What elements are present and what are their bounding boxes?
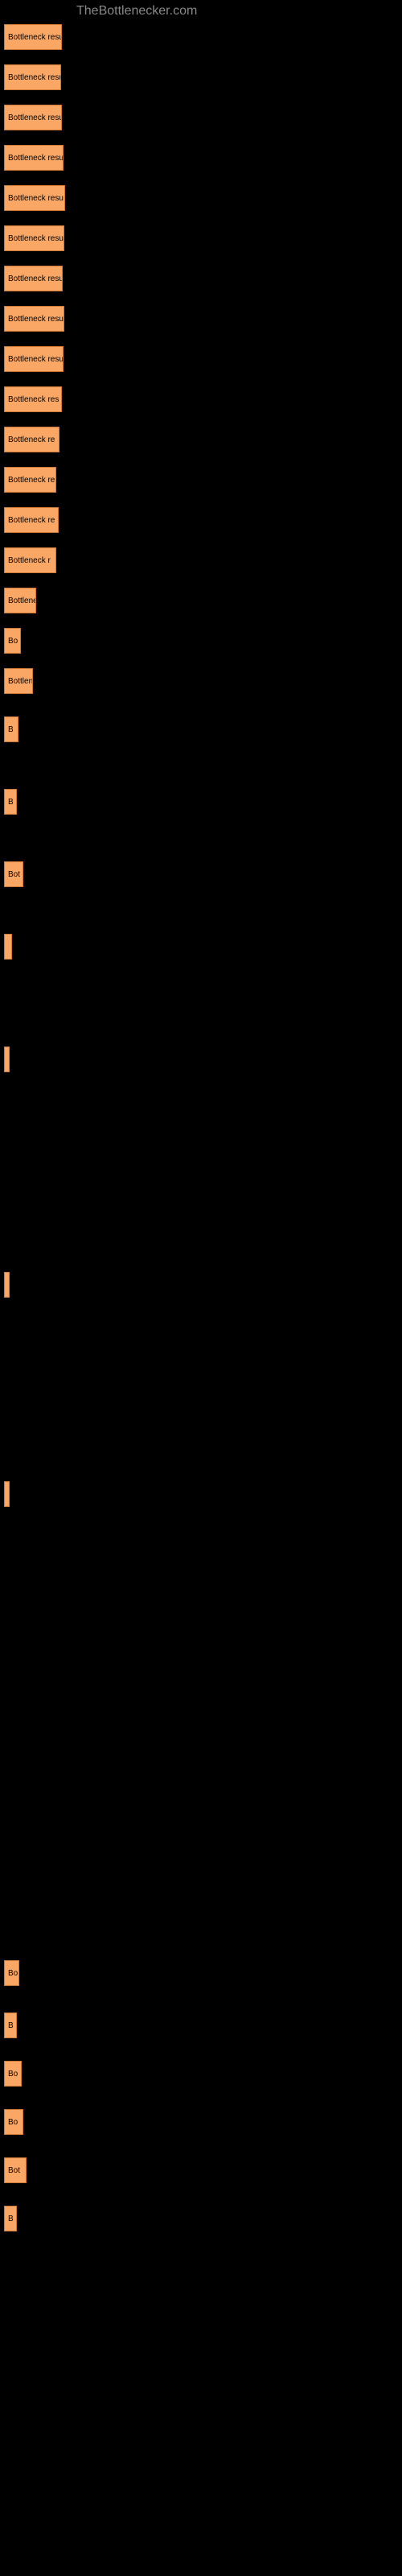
chart-bar [4, 1272, 10, 1298]
bar-container-28: Bot [4, 2157, 27, 2183]
chart-bar: Bottleneck resu [4, 64, 61, 90]
bar-container-18: B [4, 789, 17, 815]
bar-container-27: Bo [4, 2109, 23, 2135]
bar-container-20 [4, 934, 12, 960]
chart-bar: Bottlen [4, 668, 33, 694]
bar-container-10: Bottleneck re [4, 427, 59, 452]
chart-bar: B [4, 789, 17, 815]
chart-bar: Bottleneck resu [4, 346, 64, 372]
chart-bar: Bottleneck resu [4, 306, 64, 332]
chart-bar: Bottleneck resu [4, 266, 63, 291]
header-watermark: TheBottlenecker.com [76, 4, 197, 19]
chart-bar: Bottleneck r [4, 547, 56, 573]
chart-bar: B [4, 2206, 17, 2231]
chart-bar: Bottlene [4, 588, 36, 613]
chart-bar: Bottleneck resu [4, 225, 64, 251]
bar-container-19: Bot [4, 861, 23, 887]
bar-container-9: Bottleneck res [4, 386, 62, 412]
chart-bar: B [4, 716, 18, 742]
bar-container-15: Bo [4, 628, 21, 654]
bar-container-7: Bottleneck resu [4, 306, 64, 332]
bar-container-5: Bottleneck resu [4, 225, 64, 251]
bar-container-1: Bottleneck resu [4, 64, 61, 90]
chart-bar: Bo [4, 2109, 23, 2135]
chart-bar: Bot [4, 2157, 27, 2183]
chart-bar: Bo [4, 2061, 22, 2087]
chart-bar: Bo [4, 1960, 19, 1986]
chart-bar: Bottleneck resu [4, 185, 65, 211]
bar-container-26: Bo [4, 2061, 22, 2087]
chart-bar: B [4, 2013, 17, 2038]
bar-container-22 [4, 1272, 10, 1298]
chart-bar: Bottleneck resu [4, 105, 62, 130]
bar-container-24: Bo [4, 1960, 19, 1986]
bar-container-8: Bottleneck resu [4, 346, 64, 372]
chart-bar: Bottleneck re [4, 507, 59, 533]
chart-bar: Bottleneck res [4, 386, 62, 412]
bar-container-2: Bottleneck resu [4, 105, 62, 130]
bar-container-25: B [4, 2013, 17, 2038]
bar-container-14: Bottlene [4, 588, 36, 613]
bar-container-6: Bottleneck resu [4, 266, 63, 291]
bar-container-13: Bottleneck r [4, 547, 56, 573]
bar-container-0: Bottleneck resu [4, 24, 62, 50]
chart-bar [4, 1046, 10, 1072]
bar-container-3: Bottleneck resu [4, 145, 64, 171]
bar-container-12: Bottleneck re [4, 507, 59, 533]
chart-bar [4, 934, 12, 960]
chart-bar: Bo [4, 628, 21, 654]
chart-bar [4, 1481, 10, 1507]
chart-bar: Bottleneck resu [4, 145, 64, 171]
bar-container-29: B [4, 2206, 17, 2231]
chart-bar: Bottleneck re [4, 467, 56, 493]
bar-container-4: Bottleneck resu [4, 185, 65, 211]
chart-bar: Bot [4, 861, 23, 887]
bar-container-21 [4, 1046, 10, 1072]
bar-container-23 [4, 1481, 10, 1507]
chart-bar: Bottleneck resu [4, 24, 62, 50]
bar-container-11: Bottleneck re [4, 467, 56, 493]
chart-bar: Bottleneck re [4, 427, 59, 452]
bar-container-17: B [4, 716, 18, 742]
bar-container-16: Bottlen [4, 668, 33, 694]
